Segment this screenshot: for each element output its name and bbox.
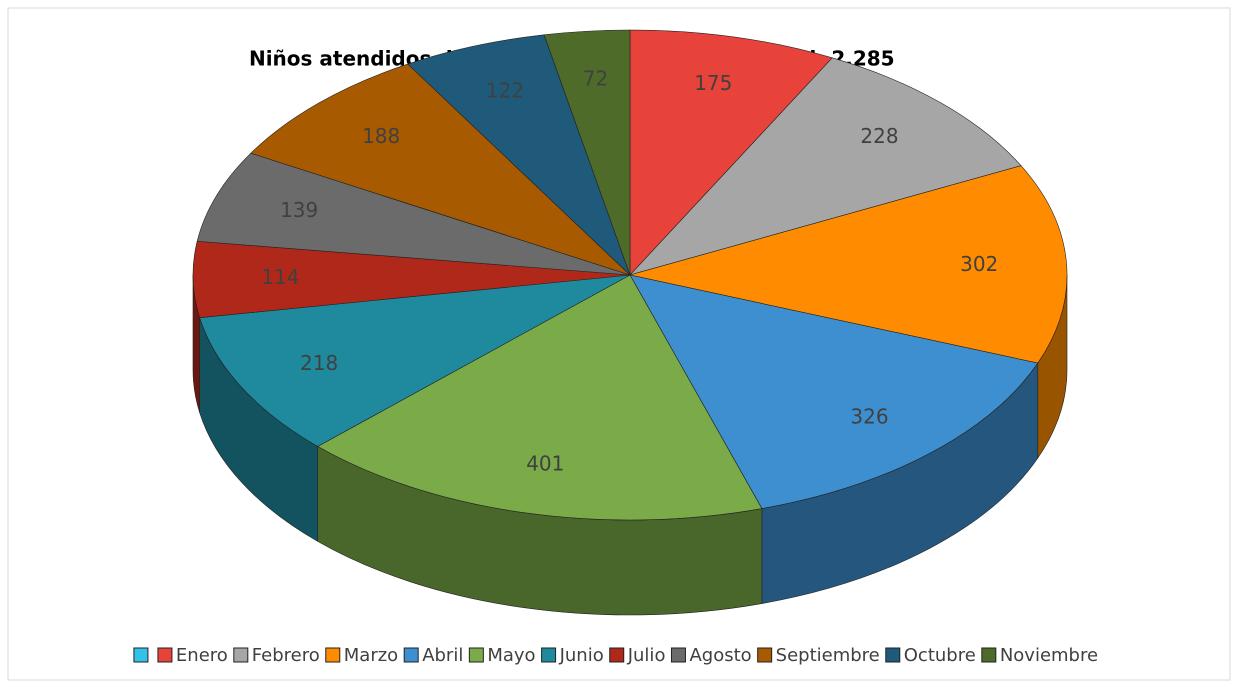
slice xyxy=(407,34,631,276)
slice xyxy=(629,57,1022,276)
legend-swatch xyxy=(541,647,557,663)
legend-label: Abril xyxy=(422,645,463,666)
data-label: 401 xyxy=(526,452,564,476)
data-label: 326 xyxy=(850,404,888,428)
slice xyxy=(543,29,631,276)
data-label: 72 xyxy=(583,66,608,90)
legend-label: Enero xyxy=(176,645,228,666)
slice xyxy=(629,274,1039,509)
slice xyxy=(629,29,833,276)
legend-swatch xyxy=(981,647,997,663)
legend-swatch xyxy=(403,647,419,663)
legend-label: Febrero xyxy=(252,645,320,666)
legend-label: Mayo xyxy=(487,645,535,666)
data-label: 175 xyxy=(694,71,732,95)
legend-label: Octubre xyxy=(904,645,976,666)
legend-label: Julio xyxy=(627,645,666,666)
legend-swatch xyxy=(885,647,901,663)
data-label: 302 xyxy=(960,252,998,276)
slice xyxy=(629,165,1068,364)
legend-swatch xyxy=(233,647,249,663)
data-label: 139 xyxy=(280,198,318,222)
legend-swatch xyxy=(468,647,484,663)
data-label: 218 xyxy=(300,351,338,375)
slice xyxy=(196,152,631,276)
legend-label: Noviembre xyxy=(1000,645,1098,666)
slice xyxy=(199,274,631,447)
slice xyxy=(250,63,631,276)
legend-swatch xyxy=(325,647,341,663)
legend-swatch xyxy=(670,647,686,663)
legend-swatch xyxy=(133,647,149,663)
legend-swatch xyxy=(757,647,773,663)
slice xyxy=(317,274,763,521)
legend-label: Agosto xyxy=(689,645,751,666)
legend-label: Marzo xyxy=(344,645,398,666)
legend-label: Junio xyxy=(559,645,604,666)
legend-swatch xyxy=(609,647,625,663)
data-label: 114 xyxy=(261,265,299,289)
data-label: 188 xyxy=(362,124,400,148)
data-label: 228 xyxy=(860,124,898,148)
legend-label: Septiembre xyxy=(776,645,880,666)
data-label: 122 xyxy=(486,78,524,102)
legend-swatch xyxy=(157,647,173,663)
